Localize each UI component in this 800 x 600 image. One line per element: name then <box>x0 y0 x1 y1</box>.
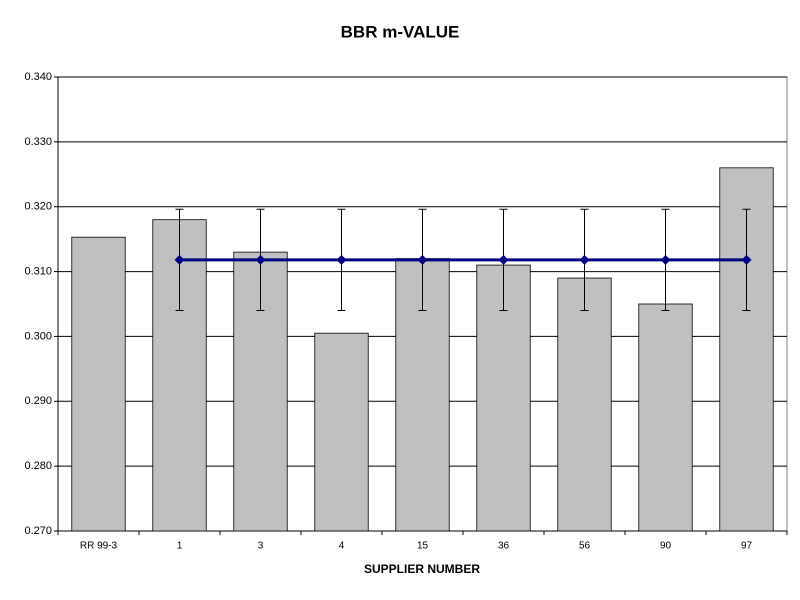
y-tick-label: 0.290 <box>24 395 52 407</box>
x-tick-label: 90 <box>660 541 672 552</box>
y-tick-label: 0.280 <box>24 460 52 472</box>
x-tick-label: 97 <box>741 541 753 552</box>
marker <box>255 254 266 265</box>
marker <box>741 254 752 265</box>
marker <box>579 254 590 265</box>
bar <box>638 303 693 532</box>
marker <box>660 254 671 265</box>
y-tick-label: 0.330 <box>24 136 52 148</box>
bar <box>71 236 126 532</box>
x-axis-label: SUPPLIER NUMBER <box>364 562 480 576</box>
y-tick-label: 0.340 <box>24 71 52 83</box>
marker <box>174 254 185 265</box>
x-tick-label: 4 <box>339 541 345 552</box>
x-tick-label: RR 99-3 <box>80 541 118 552</box>
marker <box>417 254 428 265</box>
chart-title: BBR m-VALUE <box>341 22 460 41</box>
marker <box>498 254 509 265</box>
y-tick-label: 0.320 <box>24 201 52 213</box>
x-tick-label: 15 <box>417 541 429 552</box>
x-tick-label: 36 <box>498 541 510 552</box>
y-tick-label: 0.310 <box>24 265 52 277</box>
bar <box>557 277 612 532</box>
x-tick-label: 3 <box>258 541 264 552</box>
y-tick-label: 0.270 <box>24 525 52 537</box>
x-tick-label: 56 <box>579 541 591 552</box>
x-tick-label: 1 <box>177 541 183 552</box>
y-tick-label: 0.300 <box>24 330 52 342</box>
marker <box>336 254 347 265</box>
bar <box>314 332 369 532</box>
